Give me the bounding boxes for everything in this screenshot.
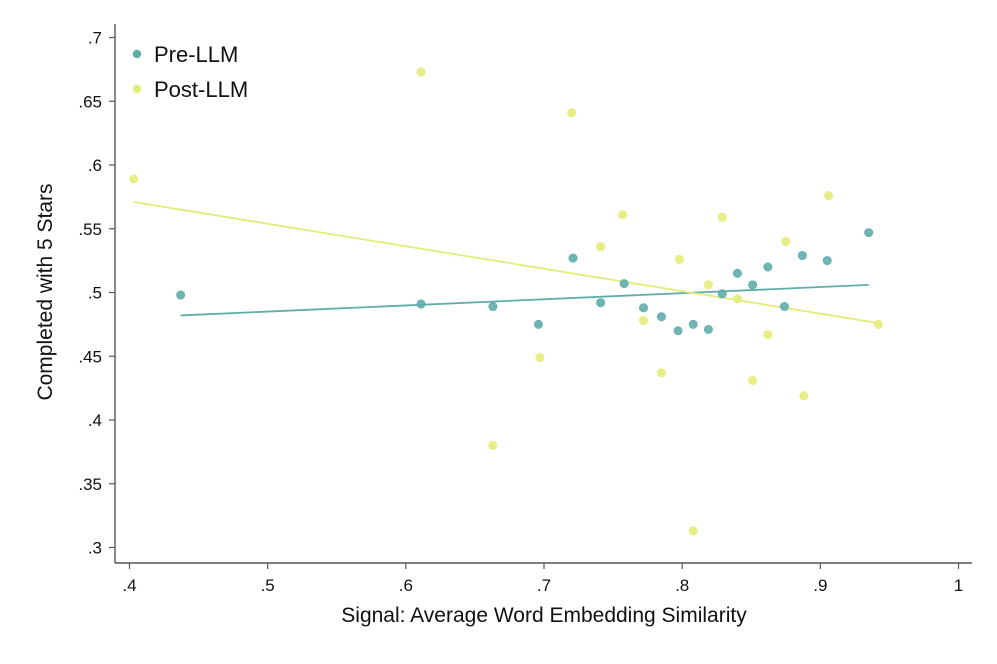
y-tick-label: .7 [88, 29, 102, 48]
point-pre-llm [488, 302, 498, 312]
point-post-llm [656, 368, 666, 378]
y-tick-label: .4 [88, 411, 102, 430]
point-post-llm [674, 254, 684, 264]
point-post-llm [596, 242, 606, 252]
legend-marker-post-llm [132, 84, 142, 94]
point-pre-llm [619, 279, 629, 289]
y-tick-label: .5 [88, 284, 102, 303]
point-post-llm [567, 108, 577, 118]
y-tick-label: .3 [88, 539, 102, 558]
y-tick-label: .35 [78, 475, 102, 494]
point-pre-llm [748, 280, 758, 290]
point-pre-llm [656, 312, 666, 322]
x-tick-label: .7 [537, 576, 551, 595]
x-axis-ticks: .4 .5 .6 .7 .8 .9 1 [122, 563, 963, 595]
fit-line-pre-llm [180, 283, 869, 317]
point-post-llm [732, 294, 742, 304]
legend-marker-pre-llm [132, 49, 142, 59]
x-tick-label: .9 [813, 576, 827, 595]
point-post-llm [781, 237, 791, 247]
x-tick-label: .5 [261, 576, 275, 595]
y-tick-label: .55 [78, 220, 102, 239]
point-pre-llm [763, 262, 773, 272]
point-pre-llm [533, 319, 543, 329]
point-post-llm [535, 353, 545, 363]
point-pre-llm [176, 290, 186, 300]
data-points [129, 67, 883, 536]
point-pre-llm [717, 289, 727, 299]
point-pre-llm [688, 319, 698, 329]
point-pre-llm [416, 299, 426, 309]
point-pre-llm [797, 251, 807, 261]
fit-line-post-llm [133, 201, 879, 324]
point-post-llm [763, 330, 773, 340]
point-pre-llm [703, 324, 713, 334]
point-pre-llm [568, 253, 578, 263]
y-axis-title: Completed with 5 Stars [34, 183, 57, 400]
y-tick-label: .45 [78, 347, 102, 366]
point-post-llm [688, 526, 698, 536]
point-post-llm [873, 319, 883, 329]
point-pre-llm [673, 326, 683, 336]
point-post-llm [717, 212, 727, 222]
x-tick-label: .8 [675, 576, 689, 595]
point-pre-llm [779, 302, 789, 312]
x-axis-title: Signal: Average Word Embedding Similarit… [341, 604, 747, 627]
point-pre-llm [732, 268, 742, 278]
y-tick-label: .65 [78, 92, 102, 111]
point-post-llm [638, 316, 648, 326]
y-tick-label: .6 [88, 156, 102, 175]
point-pre-llm [822, 256, 832, 266]
point-post-llm [703, 280, 713, 290]
point-post-llm [488, 440, 498, 450]
point-post-llm [129, 174, 139, 184]
point-pre-llm [638, 303, 648, 313]
point-pre-llm [864, 228, 874, 238]
point-pre-llm [596, 298, 606, 308]
fit-lines [133, 201, 879, 324]
legend: Pre-LLM Post-LLM [132, 42, 248, 102]
x-tick-label: .4 [122, 576, 136, 595]
point-post-llm [416, 67, 426, 77]
x-tick-label: .6 [399, 576, 413, 595]
point-post-llm [618, 210, 628, 220]
point-post-llm [824, 191, 834, 201]
x-tick-label: 1 [954, 576, 963, 595]
legend-label-post-llm: Post-LLM [154, 77, 248, 102]
legend-label-pre-llm: Pre-LLM [154, 42, 238, 67]
point-post-llm [748, 375, 758, 385]
y-axis-ticks: .3 .35 .4 .45 .5 .55 .6 .65 .7 [78, 29, 115, 558]
point-post-llm [799, 391, 809, 401]
